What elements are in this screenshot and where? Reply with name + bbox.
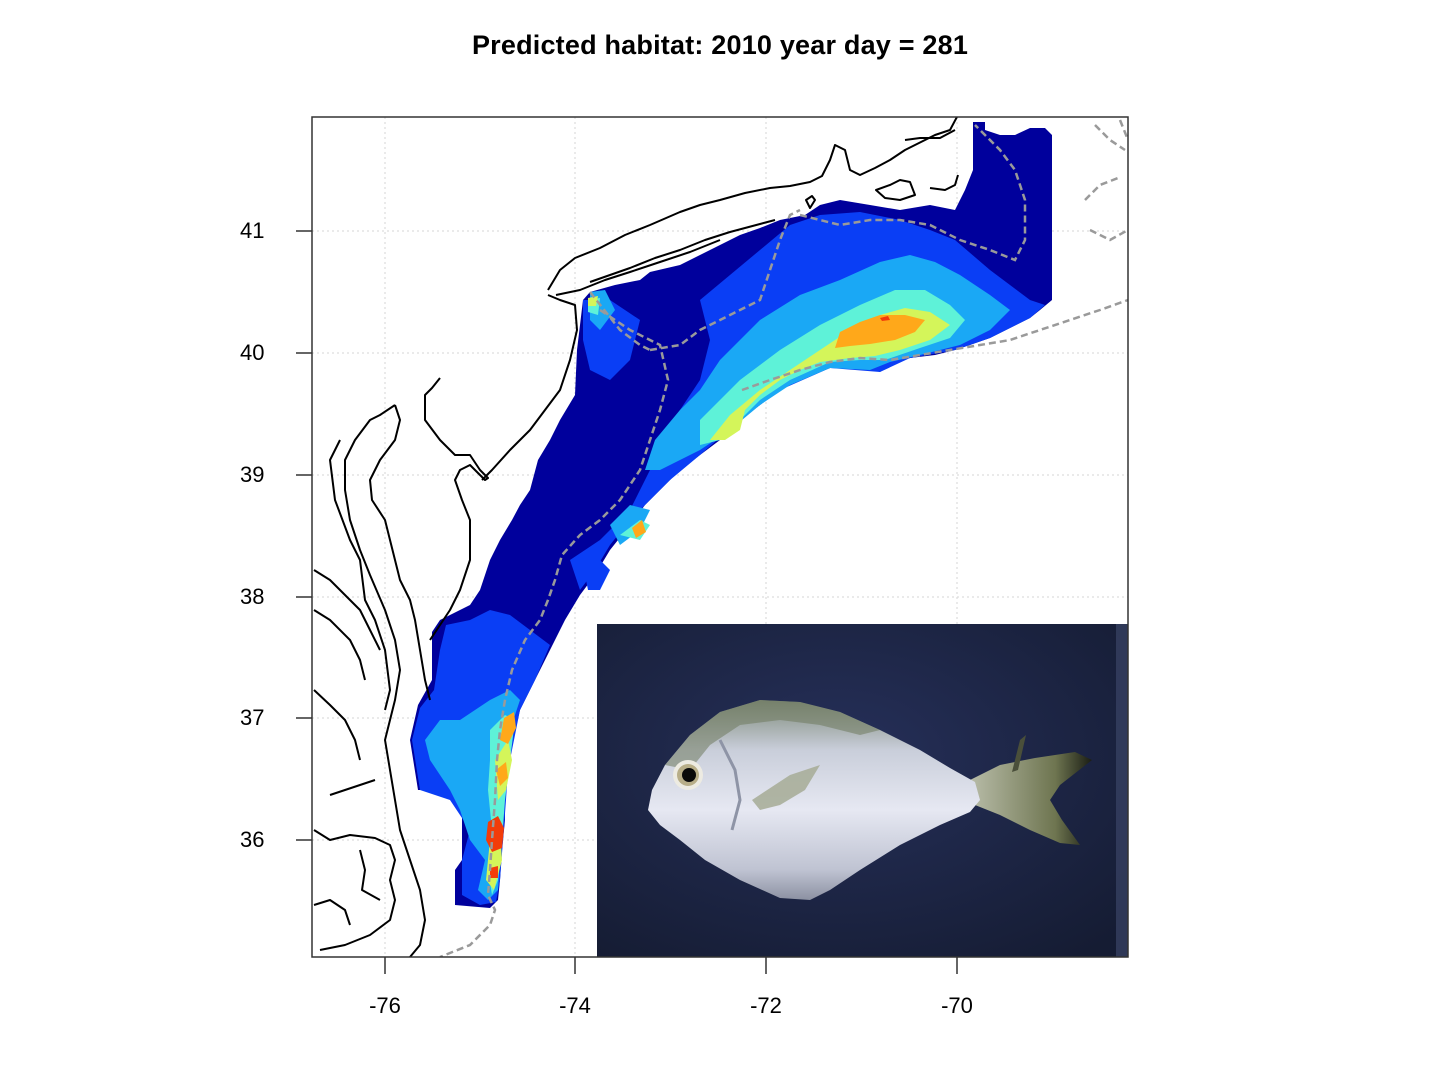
y-tick-label-38: 38 — [240, 584, 265, 609]
isobath-line — [439, 119, 1128, 957]
y-axis-ticks — [296, 230, 312, 841]
plot-frame — [311, 116, 1129, 958]
x-tick-label-minus76: -76 — [369, 993, 401, 1018]
habitat-heatmap — [410, 122, 1052, 908]
y-tick-label-41: 41 — [240, 218, 265, 243]
x-axis-ticks — [384, 957, 958, 974]
chart-title: Predicted habitat: 2010 year day = 281 — [471, 30, 969, 60]
y-tick-label-39: 39 — [240, 462, 265, 487]
x-tick-label-minus70: -70 — [941, 993, 973, 1018]
y-tick-label-40: 40 — [240, 340, 265, 365]
x-tick-label-minus74: -74 — [559, 993, 591, 1018]
fish-photo-inset — [597, 624, 1128, 957]
y-tick-label-37: 37 — [240, 705, 265, 730]
y-tick-label-36: 36 — [240, 827, 265, 852]
coastline — [313, 117, 959, 957]
butterfish-image — [648, 700, 1092, 900]
x-tick-label-minus72: -72 — [750, 993, 782, 1018]
